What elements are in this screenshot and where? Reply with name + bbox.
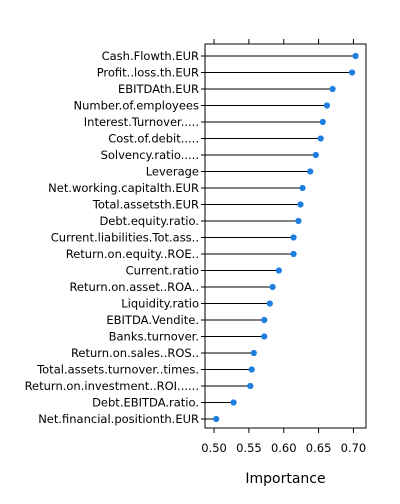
data-point [352,53,358,59]
data-point [313,152,319,158]
x-tick-label: 0.50 [201,441,227,455]
category-label: Return.on.sales..ROS.. [71,346,199,360]
category-label: EBITDAth.EUR [118,82,199,96]
x-axis: 0.50 0.55 0.60 0.65 0.70 [201,39,366,455]
data-point [261,317,267,323]
category-label: Total.assets.turnover..times. [36,363,199,377]
category-label: Total.assetsth.EUR [92,198,199,212]
data-point [213,416,219,422]
x-axis-label: Importance [245,471,325,487]
data-point [320,119,326,125]
category-label: EBITDA.Vendite. [106,313,199,327]
category-label: Leverage [146,165,199,179]
data-point [247,383,253,389]
data-point [230,399,236,405]
data-point [249,366,255,372]
data-point [329,86,335,92]
category-label: Liquidity.ratio [121,297,199,311]
data-point [299,185,305,191]
category-label: Cost.of.debit..... [108,132,199,146]
data-point [295,218,301,224]
category-label: Net.financial.positionth.EUR [38,412,199,426]
data-point [290,251,296,257]
x-tick-label: 0.70 [341,441,367,455]
category-label: Return.on.equity..ROE.. [66,247,199,261]
category-label: Number.of.employees [74,99,199,113]
data-point [251,350,257,356]
category-label: Current.ratio [126,264,199,278]
category-label: Profit..loss.th.EUR [97,66,199,80]
data-point [324,102,330,108]
category-label: Debt.EBITDA.ratio. [92,396,199,410]
data-point [307,168,313,174]
data-point [267,300,273,306]
plot-frame [205,44,366,428]
category-label: Cash.Flowth.EUR [102,49,199,63]
stems [205,56,356,419]
category-label: Return.on.investment..ROI...... [25,379,199,393]
data-point [297,201,303,207]
category-label: Debt.equity.ratio. [99,214,199,228]
category-label: Current.liabilities.Tot.ass.. [51,231,199,245]
data-point [349,69,355,75]
x-tick-label: 0.60 [271,441,297,455]
category-label: Banks.turnover. [109,330,199,344]
category-labels: Cash.Flowth.EUR Profit..loss.th.EUR EBITDA… [25,49,199,426]
category-label: Interest.Turnover..... [84,115,199,129]
category-label: Return.on.asset..ROA.. [69,280,199,294]
x-tick-label: 0.65 [306,441,332,455]
category-label: Solvency.ratio..... [101,148,199,162]
data-point [290,234,296,240]
x-tick-label: 0.55 [236,441,262,455]
data-point [318,135,324,141]
data-point [276,267,282,273]
data-point [270,284,276,290]
data-point [261,333,267,339]
category-label: Net.working.capitalth.EUR [48,181,199,195]
